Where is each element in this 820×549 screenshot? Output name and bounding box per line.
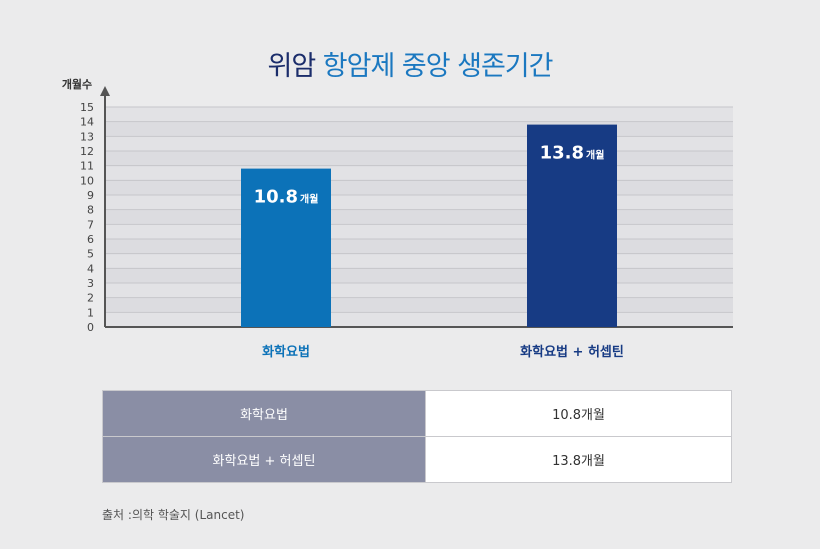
y-tick-label: 8 (87, 204, 94, 217)
table-row-value: 13.8개월 (425, 436, 732, 483)
y-tick-label: 2 (87, 292, 94, 305)
summary-table: 화학요법 10.8개월 화학요법 + 허셉틴 13.8개월 (102, 390, 732, 483)
grid-band (105, 136, 733, 151)
table-row: 화학요법 10.8개월 (102, 390, 732, 437)
y-axis-label: 개월수 (62, 77, 92, 91)
x-tick-label: 화학요법 (262, 344, 310, 360)
y-tick-label: 14 (80, 116, 94, 129)
y-tick-label: 4 (87, 262, 94, 275)
table-row-value: 10.8개월 (425, 390, 732, 437)
grid-band (105, 151, 733, 166)
grid-band (105, 253, 733, 269)
table-row-label: 화학요법 + 허셉틴 (102, 436, 426, 483)
y-axis-arrow (100, 86, 110, 96)
grid-band (105, 297, 733, 313)
y-tick-label: 3 (87, 277, 94, 290)
bar (527, 124, 617, 327)
chart-title-dark: 위암 (267, 51, 316, 82)
grid-band (105, 312, 733, 327)
grid-band (105, 180, 733, 195)
chart-title: 위암 항암제 중앙 생존기간 (0, 44, 820, 83)
table-row-label: 화학요법 (102, 390, 426, 437)
grid-band (105, 195, 733, 210)
source-note: 출처 :의학 학술지 (Lancet) (102, 508, 245, 522)
bar-value-label: 10.8 개월 (254, 187, 319, 208)
y-tick-label: 15 (80, 101, 94, 114)
chart-title-blue: 항암제 중앙 생존기간 (322, 51, 554, 82)
y-tick-label: 10 (80, 174, 94, 187)
y-tick-label: 9 (87, 189, 94, 202)
grid-band (105, 121, 733, 137)
y-tick-label: 11 (80, 160, 94, 173)
y-tick-label: 0 (87, 321, 94, 334)
y-tick-label: 7 (87, 218, 94, 231)
grid-band (105, 107, 733, 122)
grid-band (105, 209, 733, 225)
bar (241, 168, 331, 327)
table-row: 화학요법 + 허셉틴 13.8개월 (102, 436, 732, 483)
grid-band (105, 283, 733, 298)
bar-value-label: 13.8 개월 (540, 143, 605, 164)
y-tick-label: 1 (87, 306, 94, 319)
x-tick-label: 화학요법 + 허셉틴 (520, 344, 624, 360)
grid-band (105, 224, 733, 239)
grid-band (105, 268, 733, 283)
y-tick-label: 13 (80, 130, 94, 143)
y-tick-label: 6 (87, 233, 94, 246)
y-tick-label: 5 (87, 248, 94, 261)
grid-band (105, 239, 733, 254)
y-tick-label: 12 (80, 145, 94, 158)
grid-band (105, 165, 733, 181)
